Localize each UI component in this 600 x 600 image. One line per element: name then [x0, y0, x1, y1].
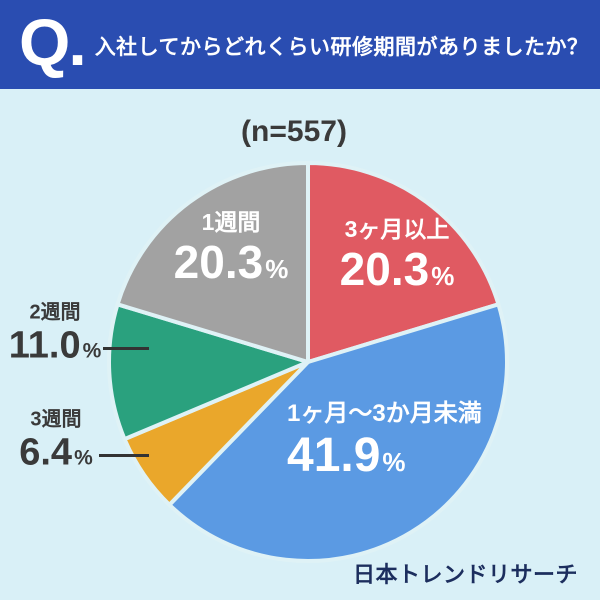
- percent-sign: %: [74, 446, 93, 470]
- percent-sign: %: [265, 253, 289, 284]
- slice-category: 1週間: [201, 208, 261, 235]
- pie-chart: [107, 161, 509, 563]
- pie-slice-3: [107, 302, 310, 442]
- slice-value: 20.3%: [339, 242, 455, 296]
- header-banner: Q. 入社してからどれくらい研修期間がありましたか？: [0, 0, 600, 89]
- pie-slice-1: [167, 302, 509, 563]
- slice-label-2weeks: 2週間 11.0%: [9, 302, 102, 369]
- slice-value: 11.0%: [9, 325, 102, 369]
- slice-category: 3ヶ月以上: [344, 215, 450, 242]
- slice-value: 6.4%: [19, 432, 93, 476]
- slice-value: 41.9%: [287, 429, 482, 483]
- percent-sign: %: [431, 260, 455, 291]
- slice-label-1week: 1週間 20.3%: [173, 208, 289, 289]
- slice-value-number: 41.9: [287, 429, 381, 483]
- slice-category: 1ヶ月〜3か月未満: [287, 400, 482, 428]
- slice-label-3months-plus: 3ヶ月以上 20.3%: [339, 215, 455, 296]
- slice-value: 20.3%: [173, 235, 289, 289]
- leader-line-3weeks: [99, 454, 149, 457]
- sample-size-label: (n=557): [241, 115, 347, 148]
- slice-category: 2週間: [29, 301, 81, 324]
- slice-value-number: 11.0: [8, 324, 81, 367]
- question-badge: Q.: [19, 4, 87, 79]
- percent-sign: %: [82, 339, 102, 363]
- question-title: 入社してからどれくらい研修期間がありましたか？: [94, 35, 589, 59]
- leader-line-2weeks: [103, 347, 149, 350]
- pie-slice-0: [306, 161, 501, 364]
- slice-category: 3週間: [30, 408, 82, 431]
- slice-value-number: 6.4: [19, 431, 73, 474]
- percent-sign: %: [382, 447, 406, 478]
- slice-label-3weeks: 3週間 6.4%: [19, 409, 93, 476]
- source-credit: 日本トレンドリサーチ: [352, 562, 578, 587]
- slice-value-number: 20.3: [173, 235, 264, 288]
- slice-value-number: 20.3: [339, 242, 430, 295]
- pie-slice-4: [115, 161, 310, 364]
- slice-label-1to3months: 1ヶ月〜3か月未満 41.9%: [287, 400, 482, 483]
